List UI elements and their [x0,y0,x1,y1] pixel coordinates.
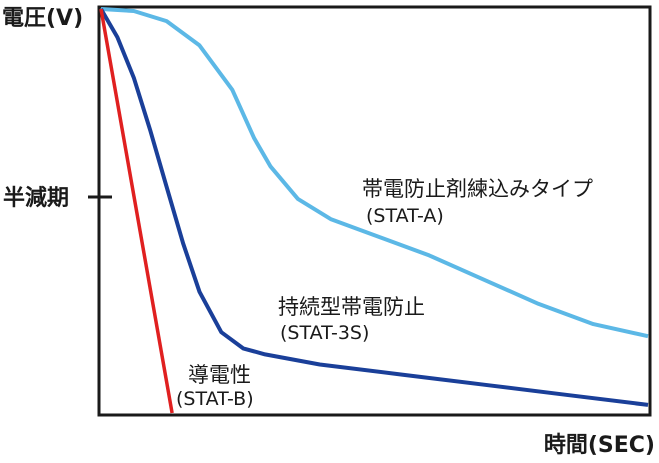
series-code-stat-3s: (STAT-3S) [280,322,369,344]
series-line-stat-b [99,8,174,414]
series-label-stat-a: 帯電防止剤練込みタイプ [362,177,593,201]
y-axis-label: 電圧(V) [2,6,83,31]
series-code-stat-a: (STAT-A) [366,205,444,227]
half-life-label: 半減期 [3,186,69,211]
series-line-stat-a [100,7,649,339]
series-label-stat-3s: 持続型帯電防止 [278,295,425,319]
series-code-stat-b: (STAT-B) [176,388,254,410]
plot-frame [97,5,652,417]
x-axis-label: 時間(SEC) [544,433,655,458]
series-label-stat-b: 導電性 [188,363,251,387]
series-line-stat-3s [99,7,649,407]
